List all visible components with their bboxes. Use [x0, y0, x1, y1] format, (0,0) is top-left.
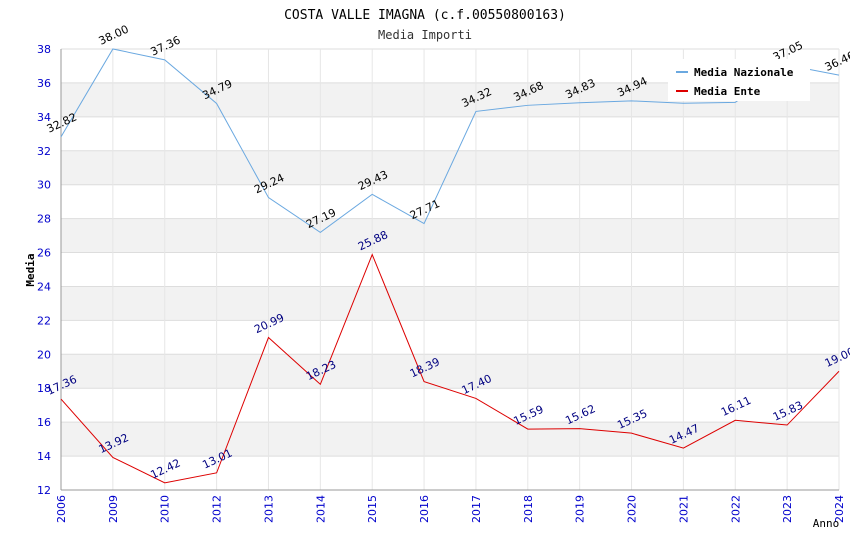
y-tick-label: 28	[37, 213, 51, 226]
plot-band	[61, 218, 839, 253]
x-tick-label: 2013	[262, 495, 275, 523]
chart-subtitle: Media Importi	[378, 28, 472, 42]
x-axis: 2006 2009 2010 2012 2013 2014 2015 2016 2017 2018…	[55, 495, 846, 523]
y-tick-label: 24	[37, 280, 51, 293]
plot-band	[61, 354, 839, 389]
x-tick-label: 2017	[470, 495, 483, 523]
x-tick-label: 2024	[833, 495, 846, 523]
plot-band	[61, 116, 839, 151]
chart-title: COSTA VALLE IMAGNA (c.f.00550800163)	[284, 8, 566, 23]
legend: Media Nazionale Media Ente	[668, 59, 810, 101]
plot-band	[61, 320, 839, 355]
plot-band	[61, 422, 839, 457]
y-tick-label: 18	[37, 382, 51, 395]
x-tick-label: 2020	[626, 495, 639, 523]
plot-band	[61, 388, 839, 423]
plot-band	[61, 184, 839, 219]
x-tick-label: 2006	[55, 495, 68, 523]
series-lines	[60, 48, 840, 484]
plot-band	[61, 286, 839, 321]
y-tick-label: 34	[37, 111, 51, 124]
y-tick-label: 22	[37, 314, 51, 327]
y-tick-label: 38	[37, 43, 51, 56]
y-tick-label: 32	[37, 145, 51, 158]
plot-band	[61, 456, 839, 490]
y-tick-label: 12	[37, 484, 51, 497]
x-axis-label: Anno	[813, 517, 840, 530]
x-tick-label: 2012	[211, 495, 224, 523]
y-tick-label: 26	[37, 247, 51, 260]
legend-box	[668, 59, 810, 101]
y-tick-label: 14	[37, 450, 51, 463]
x-tick-label: 2022	[729, 495, 742, 523]
x-tick-label: 2018	[522, 495, 535, 523]
legend-label: Media Ente	[694, 85, 761, 98]
x-tick-label: 2023	[781, 495, 794, 523]
series-line-media-nazionale	[60, 48, 840, 233]
y-tick-label: 20	[37, 348, 51, 361]
legend-label: Media Nazionale	[694, 66, 794, 79]
x-tick-label: 2009	[107, 495, 120, 523]
y-axis-label: Media	[24, 253, 37, 286]
y-tick-label: 16	[37, 416, 51, 429]
x-tick-label: 2014	[314, 495, 327, 523]
data-label: 38.00	[97, 23, 131, 48]
x-tick-label: 2016	[418, 495, 431, 523]
y-tick-label: 36	[37, 77, 51, 90]
x-tick-label: 2010	[159, 495, 172, 523]
x-tick-label: 2015	[366, 495, 379, 523]
series-line-media-ente	[60, 253, 840, 484]
plot-bands	[60, 48, 840, 491]
x-tick-label: 2021	[677, 495, 690, 523]
plot-band	[61, 252, 839, 287]
y-axis: 12 14 16 18 20 22 24 26 28 30 32 34 36 38	[37, 43, 51, 497]
y-tick-label: 30	[37, 179, 51, 192]
x-tick-label: 2019	[574, 495, 587, 523]
